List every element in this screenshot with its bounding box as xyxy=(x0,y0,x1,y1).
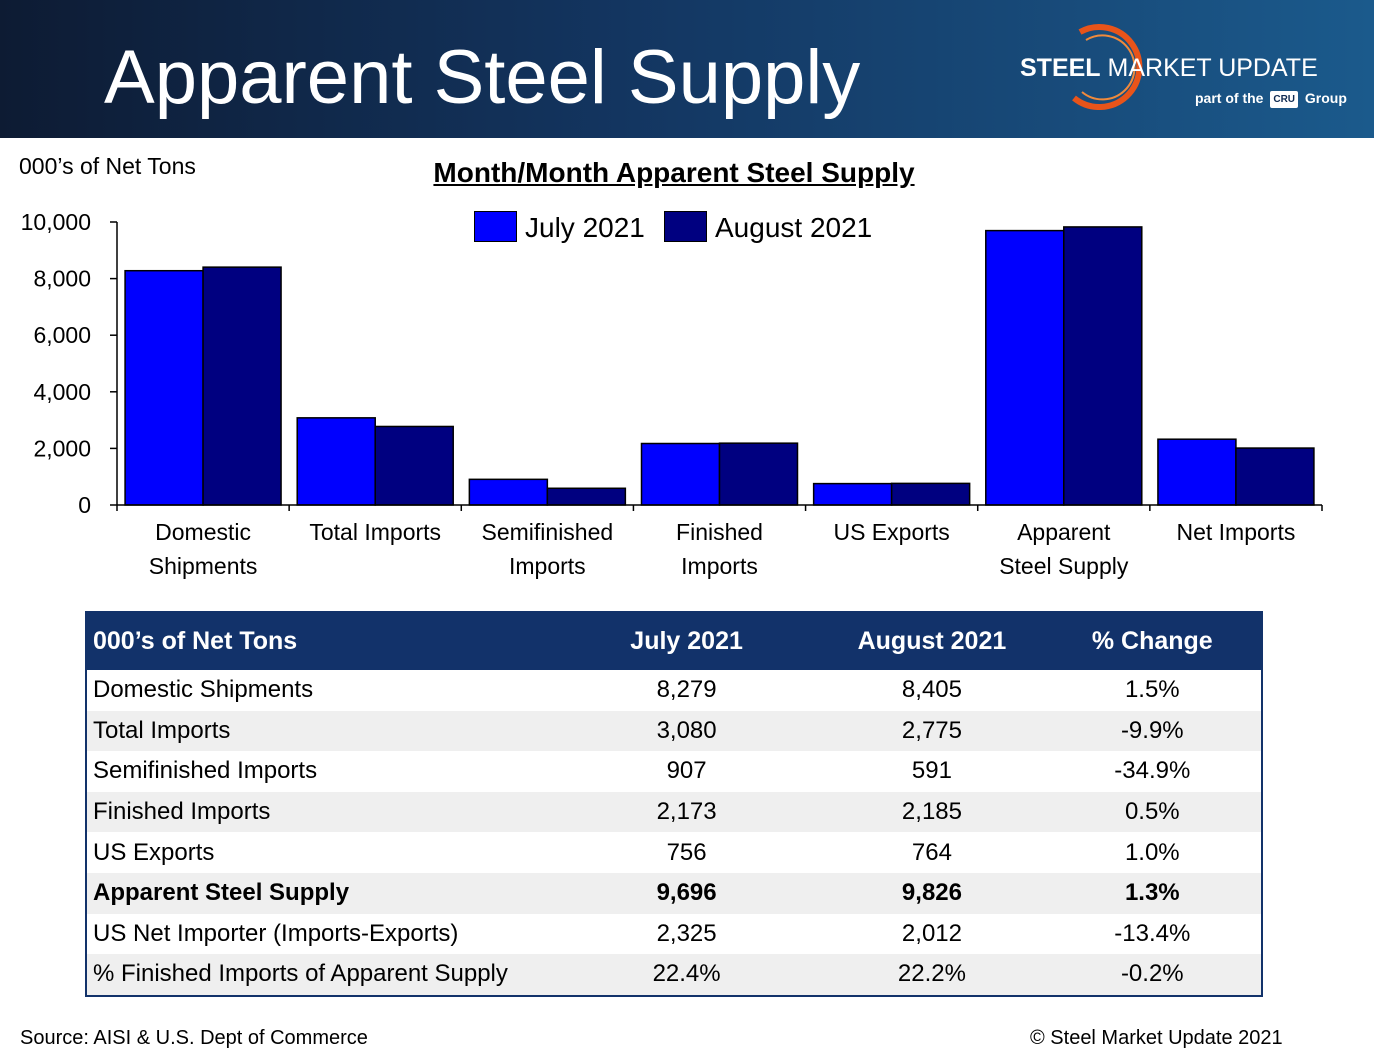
row-label: Finished Imports xyxy=(86,791,553,833)
row-august-value: 2,185 xyxy=(820,791,1044,833)
bar-august xyxy=(374,425,454,506)
row-change-value: 1.0% xyxy=(1124,838,1180,866)
legend-swatch-august xyxy=(664,211,707,242)
x-tick-label: Domestic xyxy=(155,519,251,545)
bar-august xyxy=(1235,447,1315,506)
row-august-value: 8,405 xyxy=(901,676,962,704)
row-august-value: 591 xyxy=(911,757,952,785)
bar-july xyxy=(296,417,376,506)
row-label: Domestic Shipments xyxy=(93,676,314,704)
x-tick-label: Net Imports xyxy=(1176,519,1295,545)
table-row: Apparent Steel Supply 9,696 9,826 1.3% xyxy=(86,872,1262,914)
row-july-value: 9,696 xyxy=(552,872,821,914)
y-tick-label: 10,000 xyxy=(21,209,91,235)
row-july-value: 2,173 xyxy=(552,791,821,833)
row-july-value: 756 xyxy=(666,838,707,866)
row-label: Apparent Steel Supply xyxy=(86,872,553,914)
y-tick-label: 8,000 xyxy=(33,266,91,292)
y-tick-label: 2,000 xyxy=(33,435,91,461)
row-july-value: 8,279 xyxy=(656,676,717,704)
bar-august xyxy=(546,487,627,506)
legend-swatch-july xyxy=(474,211,517,242)
copyright-note: © Steel Market Update 2021 xyxy=(1030,1027,1283,1049)
x-tick-label: Total Imports xyxy=(309,519,441,545)
table-row: Semifinished Imports 907 591 -34.9% xyxy=(86,751,1262,792)
row-august-value: 9,826 xyxy=(820,872,1044,914)
x-tick-label: Imports xyxy=(509,553,586,579)
y-tick-label: 4,000 xyxy=(33,379,91,405)
column-header-change: % Change xyxy=(1043,612,1262,670)
bar-july xyxy=(812,482,893,506)
cru-badge: CRU xyxy=(1270,90,1299,108)
page-title: Apparent Steel Supply xyxy=(104,35,861,120)
x-tick-label: Shipments xyxy=(149,553,258,579)
column-header-july: July 2021 xyxy=(552,612,821,670)
table-header-row: 000’s of Net Tons July 2021 August 2021 … xyxy=(86,612,1262,670)
logo-tagline: part of the CRU Group xyxy=(1195,90,1347,108)
row-august-value: 764 xyxy=(911,838,952,866)
row-august-value: 2,012 xyxy=(901,919,962,947)
row-label: US Net Importer (Imports-Exports) xyxy=(93,919,459,947)
y-tick-label: 6,000 xyxy=(33,322,91,348)
logo-arc-icon xyxy=(1072,24,1143,110)
row-change-value: 0.5% xyxy=(1043,791,1262,833)
table-row: Total Imports 3,080 2,775 -9.9% xyxy=(86,710,1262,752)
x-tick-label: Apparent xyxy=(1017,519,1111,545)
table-row: % Finished Imports of Apparent Supply 22… xyxy=(86,954,1262,996)
row-label: Total Imports xyxy=(86,710,553,752)
table-row: Finished Imports 2,173 2,185 0.5% xyxy=(86,791,1262,833)
row-label: Semifinished Imports xyxy=(93,757,318,785)
bar-august xyxy=(890,482,971,506)
bar-chart: 0 2,000 4,000 6,000 8,000 10,000 Domestic Shipm… xyxy=(21,209,1323,579)
row-august-value: 22.2% xyxy=(820,954,1044,996)
row-change-value: 1.5% xyxy=(1124,676,1180,704)
row-label: US Exports xyxy=(93,838,215,866)
row-change-value: -0.2% xyxy=(1043,954,1262,996)
table-row: Domestic Shipments 8,279 8,405 1.5% xyxy=(86,670,1262,711)
row-july-value: 2,325 xyxy=(656,919,717,947)
bar-august xyxy=(202,266,282,506)
x-tick-label: Finished xyxy=(676,519,763,545)
row-july-value: 3,080 xyxy=(552,710,821,752)
x-tick-label: Imports xyxy=(681,553,758,579)
legend-label-august: August 2021 xyxy=(715,212,873,243)
bar-july xyxy=(468,478,549,506)
x-tick-label: US Exports xyxy=(833,519,949,545)
row-august-value: 2,775 xyxy=(820,710,1044,752)
row-change-value: -34.9% xyxy=(1114,757,1191,785)
column-header-august: August 2021 xyxy=(820,612,1044,670)
bar-august xyxy=(1063,226,1143,506)
row-july-value: 907 xyxy=(666,757,707,785)
logo-wordmark: STEEL MARKET UPDATE xyxy=(1020,54,1318,82)
chart-title: Month/Month Apparent Steel Supply xyxy=(433,157,915,188)
row-change-value: -9.9% xyxy=(1043,710,1262,752)
header-banner: Apparent Steel Supply STEEL MARKET UPDAT… xyxy=(0,0,1374,138)
steel-market-update-logo: STEEL MARKET UPDATE part of the CRU Grou… xyxy=(1010,18,1360,118)
table-row: US Net Importer (Imports-Exports) 2,325 … xyxy=(86,914,1262,955)
row-july-value: 22.4% xyxy=(552,954,821,996)
bar-july xyxy=(985,229,1065,506)
legend-label-july: July 2021 xyxy=(525,212,645,243)
row-change-value: 1.3% xyxy=(1043,872,1262,914)
row-change-value: -13.4% xyxy=(1114,919,1191,947)
bar-july xyxy=(640,442,721,506)
units-label: 000’s of Net Tons xyxy=(19,153,196,179)
data-table: 000’s of Net Tons July 2021 August 2021 … xyxy=(85,611,1263,997)
bar-july xyxy=(124,269,204,506)
source-note: Source: AISI & U.S. Dept of Commerce xyxy=(20,1027,368,1049)
row-label: % Finished Imports of Apparent Supply xyxy=(86,954,553,996)
x-tick-label: Semifinished xyxy=(482,519,614,545)
bar-july xyxy=(1157,438,1237,506)
bar-august xyxy=(718,442,799,506)
x-tick-label: Steel Supply xyxy=(999,553,1129,579)
column-header-metric: 000’s of Net Tons xyxy=(86,612,553,670)
table-row: US Exports 756 764 1.0% xyxy=(86,832,1262,873)
y-tick-label: 0 xyxy=(78,492,91,518)
